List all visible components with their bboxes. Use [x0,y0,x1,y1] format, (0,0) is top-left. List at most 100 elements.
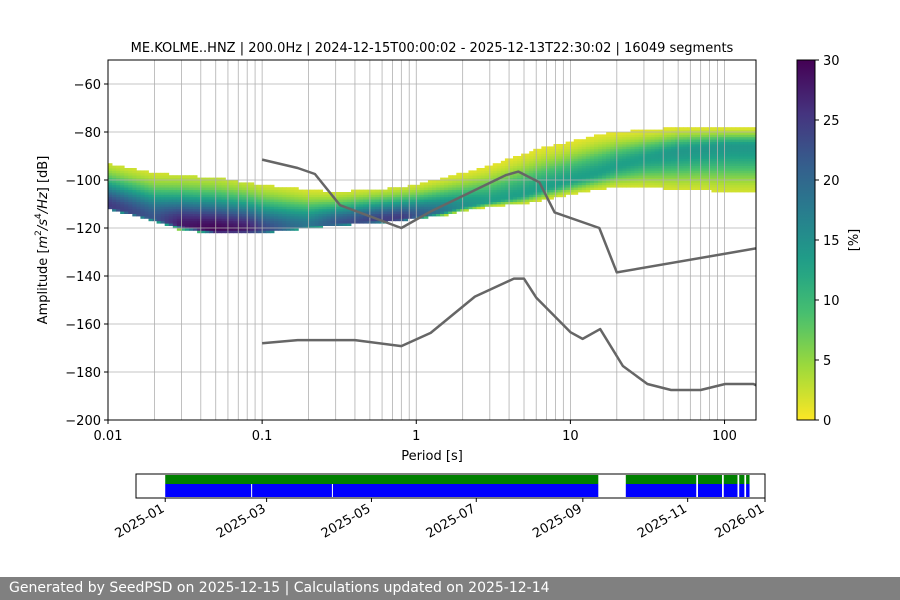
heatmap-cell [294,199,299,202]
heatmap-cell [156,208,162,212]
heatmap-cell [249,184,255,188]
x-tick-label: 0.1 [252,429,273,444]
heatmap-cell [525,194,530,198]
heatmap-cell [184,180,190,183]
heatmap-cell [699,160,704,164]
heatmap-cell [683,156,688,159]
heatmap-cell [687,148,692,152]
heatmap-cell [594,146,599,150]
heatmap-cell [662,182,668,186]
heatmap-cell [444,213,449,217]
heatmap-cell [140,184,145,188]
heatmap-cell [261,184,267,188]
heatmap-cell [610,136,615,140]
heatmap-cell [241,213,247,217]
heatmap-cell [719,165,724,169]
heatmap-cell [136,192,141,195]
heatmap-cell [270,194,275,198]
y-tick-label: −60 [74,78,101,93]
heatmap-cell [533,175,538,178]
heatmap-cell [488,199,494,202]
heatmap-cell [452,184,457,188]
heatmap-cell [395,201,400,205]
heatmap-cell [618,148,623,152]
heatmap-cell [727,129,733,133]
heatmap-cell [229,211,234,214]
heatmap-cell [197,206,202,210]
heatmap-cell [383,194,388,198]
heatmap-cell [411,201,417,205]
heatmap-cell [391,192,396,195]
heatmap-cell [342,201,348,205]
heatmap-cell [747,134,753,138]
heatmap-cell [589,180,595,183]
heatmap-cell [265,223,271,226]
heatmap-cell [217,216,222,219]
heatmap-cell [399,192,405,195]
heatmap-cell [666,146,672,150]
heatmap-cell [298,223,303,226]
heatmap-cell [529,189,534,193]
heatmap-cell [184,194,190,198]
heatmap-cell [670,163,676,166]
heatmap-cell [270,218,275,222]
heatmap-cell [743,132,749,135]
heatmap-cell [209,180,214,183]
heatmap-cell [164,175,170,178]
heatmap-cell [602,139,607,142]
heatmap-cell [634,180,639,183]
heatmap-cell [573,160,579,164]
heatmap-cell [666,165,672,169]
heatmap-cell [156,172,162,176]
heatmap-cell [265,211,271,214]
heatmap-cell [395,196,400,200]
heatmap-cell [456,189,461,193]
heatmap-cell [116,168,121,171]
heatmap-cell [193,206,198,210]
heatmap-cell [351,213,356,217]
heatmap-cell [549,192,554,195]
heatmap-cell [650,170,656,174]
heatmap-cell [638,151,643,154]
heatmap-cell [217,189,222,193]
heatmap-cell [573,170,579,174]
heatmap-cell [274,204,279,207]
heatmap-cell [739,129,745,133]
heatmap-cell [581,165,587,169]
heatmap-cell [743,153,749,157]
heatmap-cell [598,156,603,159]
heatmap-cell [318,216,324,219]
heatmap-cell [423,189,429,193]
heatmap-cell [444,187,449,190]
heatmap-cell [703,153,708,157]
heatmap-cell [322,223,328,226]
heatmap-cell [642,160,648,164]
heatmap-cell [201,196,206,200]
heatmap-cell [691,136,696,140]
heatmap-cell [634,139,639,142]
heatmap-cell [278,187,283,190]
heatmap-cell [723,134,729,138]
heatmap-cell [606,175,611,178]
heatmap-cell [488,204,494,207]
heatmap-cell [727,134,733,138]
heatmap-cell [201,230,206,234]
heatmap-cell [699,184,704,188]
heatmap-cell [569,163,575,166]
heatmap-cell [687,141,692,145]
heatmap-cell [156,189,162,193]
heatmap-cell [265,230,271,234]
heatmap-cell [739,187,745,190]
heatmap-cell [618,151,623,154]
heatmap-cell [735,184,741,188]
heatmap-cell [456,199,461,202]
heatmap-cell [472,192,477,195]
heatmap-cell [371,211,376,214]
heatmap-cell [606,172,611,176]
heatmap-cell [573,146,579,150]
heatmap-cell [662,153,668,157]
heatmap-cell [598,141,603,145]
heatmap-cell [735,168,741,171]
heatmap-cell [711,151,716,154]
heatmap-cell [355,201,360,205]
